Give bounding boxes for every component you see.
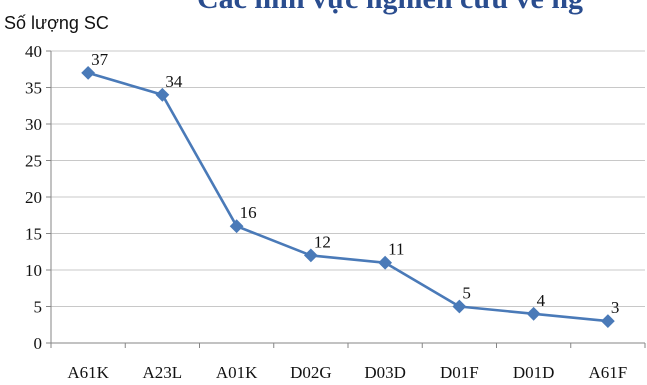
y-axis-label: Số lượng SC (4, 13, 109, 33)
slide-title: Các lĩnh vực nghiên cứu về ng (197, 0, 583, 15)
x-tick-label: D01D (513, 363, 555, 382)
data-label: 4 (537, 291, 546, 310)
x-tick-label: A23L (143, 363, 183, 382)
data-label: 3 (611, 298, 620, 317)
y-tick-label: 30 (25, 115, 42, 134)
y-tick-labels: 0 5 10 15 20 25 30 35 40 (25, 42, 42, 353)
data-label: 34 (165, 72, 183, 91)
x-tick-label: D01F (440, 363, 479, 382)
x-tick-label: A61K (67, 363, 109, 382)
data-label: 11 (388, 240, 404, 259)
y-tick-label: 35 (25, 79, 42, 98)
data-label: 16 (240, 203, 257, 222)
y-tick-label: 20 (25, 188, 42, 207)
data-label: 37 (91, 50, 109, 69)
x-tick-label: D03D (364, 363, 406, 382)
y-tick-label: 5 (34, 298, 43, 317)
y-tick-label: 0 (34, 334, 43, 353)
x-tick-label: D02G (290, 363, 332, 382)
y-tick-label: 25 (25, 152, 42, 171)
data-labels: 37 34 16 12 11 5 4 3 (91, 50, 619, 317)
data-label: 5 (462, 284, 471, 303)
x-tick-label: A01K (216, 363, 258, 382)
x-tick-label: A61F (589, 363, 628, 382)
y-tick-label: 10 (25, 261, 42, 280)
y-tick-label: 15 (25, 225, 42, 244)
y-tick-label: 40 (25, 42, 42, 61)
x-tick-labels: A61K A23L A01K D02G D03D D01F D01D A61F (67, 363, 627, 382)
axes (46, 51, 645, 348)
data-label: 12 (314, 232, 331, 251)
